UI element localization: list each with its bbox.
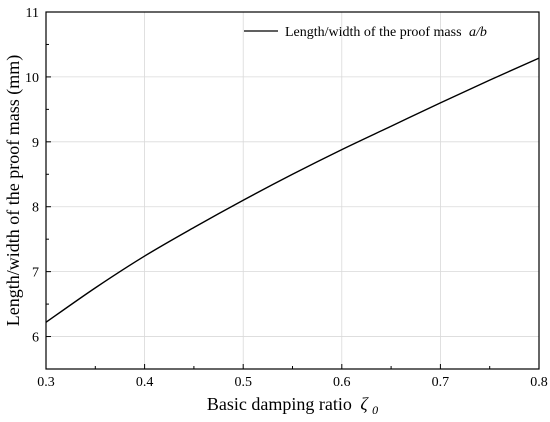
ticks-layer: 0.3 0.4 0.5 0.6 0.7 0.8 6 7 8 9 10 11 bbox=[25, 6, 548, 390]
x-axis-label-text: Basic damping ratio bbox=[207, 394, 352, 414]
grid-layer bbox=[46, 12, 539, 369]
y-tick-label: 7 bbox=[32, 266, 39, 281]
plot-frame bbox=[45, 11, 540, 370]
legend-label-italic: a/b bbox=[469, 25, 487, 40]
x-tick-label: 0.7 bbox=[432, 375, 450, 390]
y-tick-label: 6 bbox=[32, 331, 39, 346]
x-axis-label-subscript: 0 bbox=[372, 403, 378, 417]
legend: Length/width of the proof mass a/b bbox=[244, 25, 487, 40]
x-tick-label: 0.4 bbox=[136, 375, 154, 390]
y-tick-label: 8 bbox=[32, 201, 39, 216]
y-axis-label: Length/width of the proof mass (mm) bbox=[3, 55, 24, 326]
legend-label-text: Length/width of the proof mass bbox=[285, 25, 462, 40]
x-axis-label: Basic damping ratio ζ 0 bbox=[207, 394, 378, 417]
legend-label: Length/width of the proof mass a/b bbox=[285, 25, 487, 40]
series-line bbox=[45, 57, 540, 323]
x-tick-label: 0.3 bbox=[37, 375, 55, 390]
x-tick-label: 0.6 bbox=[333, 375, 351, 390]
x-tick-label: 0.5 bbox=[234, 375, 252, 390]
x-axis-label-symbol: ζ bbox=[360, 394, 369, 414]
y-tick-label: 9 bbox=[32, 136, 39, 151]
series-layer bbox=[45, 57, 540, 323]
y-tick-label: 10 bbox=[25, 71, 39, 86]
y-tick-label: 11 bbox=[26, 6, 39, 21]
x-tick-label: 0.8 bbox=[530, 375, 548, 390]
